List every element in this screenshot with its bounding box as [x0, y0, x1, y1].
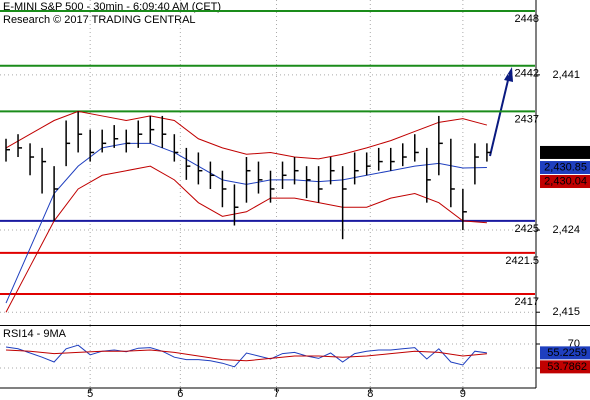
y-tick-label: 2,441 [552, 69, 580, 81]
price-tag-label: 2,430.04 [544, 175, 587, 187]
level-label: 2417 [515, 296, 539, 308]
band-line [5, 110, 488, 160]
price-tag [540, 360, 590, 374]
level-label: 2421.5 [505, 255, 539, 267]
level-label: 2425 [515, 223, 539, 235]
band-line [5, 165, 487, 313]
y-tick-label: 2,424 [552, 224, 580, 236]
price-tag-label: 2,432.5 [550, 146, 587, 158]
x-tick-label: 9 [460, 388, 466, 400]
level-label: 2442 [515, 68, 539, 80]
x-tick-label: 6 [177, 388, 183, 400]
x-tick-label: 7 [273, 388, 279, 400]
price-tag [540, 346, 590, 360]
price-tag-label: 53.7862 [547, 361, 587, 373]
chart-subtitle: Research © 2017 TRADING CENTRAL [3, 14, 196, 26]
price-tag [540, 145, 590, 159]
x-tick-label: 5 [87, 388, 93, 400]
forecast-arrow [489, 75, 510, 157]
price-tag [540, 175, 590, 189]
level-label: 2448 [515, 13, 539, 25]
chart-title: E-MINI S&P 500 - 30min - 6:09:40 AM (CET… [3, 1, 221, 13]
rsi-title: RSI14 - 9MA [3, 328, 67, 340]
price-tag-label: 2,430.85 [544, 161, 587, 173]
price-tag-label: 55.2259 [547, 347, 587, 359]
rsi-line [5, 349, 487, 362]
price-tag [540, 161, 590, 175]
x-tick-label: 8 [367, 388, 373, 400]
level-label: 2437 [515, 113, 539, 125]
y-tick-label: 2,415 [552, 306, 580, 318]
